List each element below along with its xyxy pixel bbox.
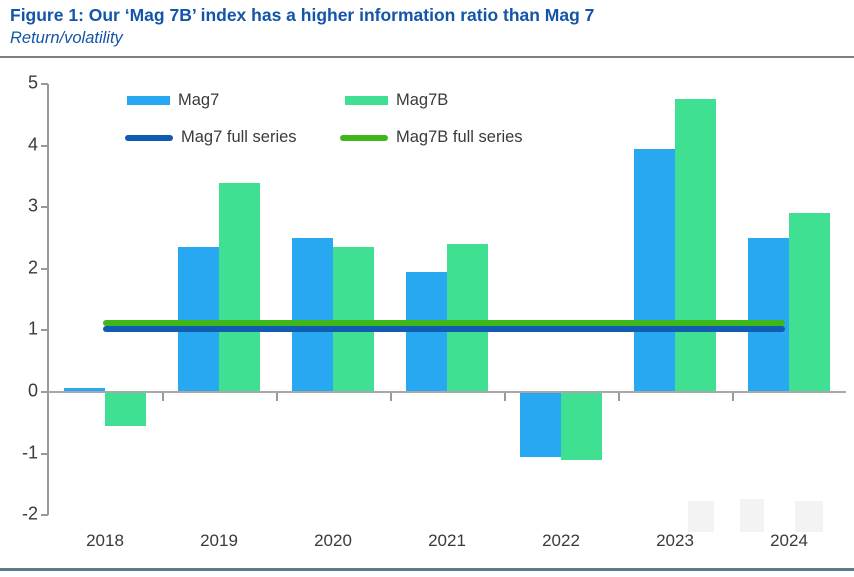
legend-swatch-mag7-full-series [125,134,173,141]
x-tick-label: 2019 [200,531,238,550]
legend-mag7b-full-series: Mag7B full series [340,128,523,147]
legend-mag7-full-series: Mag7 full series [125,128,297,147]
x-tick-label: 2020 [314,531,352,550]
legend-label-mag7b-full-series: Mag7B full series [396,128,523,146]
figure-title: Figure 1: Our ‘Mag 7B’ index has a highe… [10,5,595,25]
y-tick-label: 4 [27,134,38,155]
y-tick-mark [41,83,48,85]
y-tick-label: -1 [21,442,38,463]
refline-mag7b-full-series [103,320,785,326]
legend-label-mag7b: Mag7B [396,91,449,109]
y-tick-label: 5 [27,72,38,93]
legend-mag7: Mag7 [127,91,219,110]
x-boundary-tick [618,393,620,401]
legend-swatch-mag7b-full-series [340,134,388,141]
figure-subtitle: Return/volatility [10,29,123,47]
refline-mag7-full-series [103,326,785,333]
y-tick-mark [41,329,48,332]
y-tick-mark [41,267,48,270]
x-boundary-tick [162,393,164,401]
y-tick-mark [41,391,48,393]
bar-mag7b-2024 [789,213,830,392]
x-boundary-tick [276,393,278,401]
y-tick-mark [41,514,48,517]
zero-baseline [48,391,846,393]
bar-mag7b-2023 [675,99,716,392]
watermark-block [740,499,764,532]
watermark-block [688,501,714,532]
y-tick-mark [41,452,48,455]
y-axis-line [47,84,49,515]
y-tick-label: 2 [27,257,38,278]
bar-mag7b-2021 [447,244,488,392]
bar-mag7b-2019 [219,182,260,392]
bar-mag7-2022 [520,392,561,457]
bar-mag7-2019 [178,247,219,392]
bar-mag7b-2018 [105,392,146,426]
y-tick-mark [41,206,48,209]
bar-mag7-2023 [634,148,675,392]
x-tick-label: 2021 [428,531,466,550]
legend-swatch-mag7 [127,96,170,105]
y-tick-mark [41,144,48,147]
x-boundary-tick [732,393,734,401]
legend-label-mag7-full-series: Mag7 full series [181,128,297,146]
bar-mag7-2018 [64,387,105,392]
bar-mag7b-2022 [561,392,602,460]
y-tick-label: 1 [27,318,38,339]
x-boundary-tick [504,393,506,401]
x-tick-label: 2023 [656,531,694,550]
legend-label-mag7: Mag7 [178,91,220,109]
x-tick-label: 2024 [770,531,808,550]
x-boundary-tick [390,393,392,401]
legend-mag7b: Mag7B [345,91,448,110]
y-tick-label: -2 [21,503,38,524]
bar-mag7-2020 [292,238,333,392]
bar-mag7-2024 [748,238,789,392]
x-tick-label: 2022 [542,531,580,550]
top-separator [0,56,854,58]
x-tick-label: 2018 [86,531,124,550]
y-tick-label: 3 [27,195,38,216]
legend-swatch-mag7b [345,96,388,105]
y-tick-label: 0 [27,380,38,401]
bar-mag7b-2020 [333,247,374,392]
watermark-block [795,501,823,532]
bottom-separator [0,568,854,571]
